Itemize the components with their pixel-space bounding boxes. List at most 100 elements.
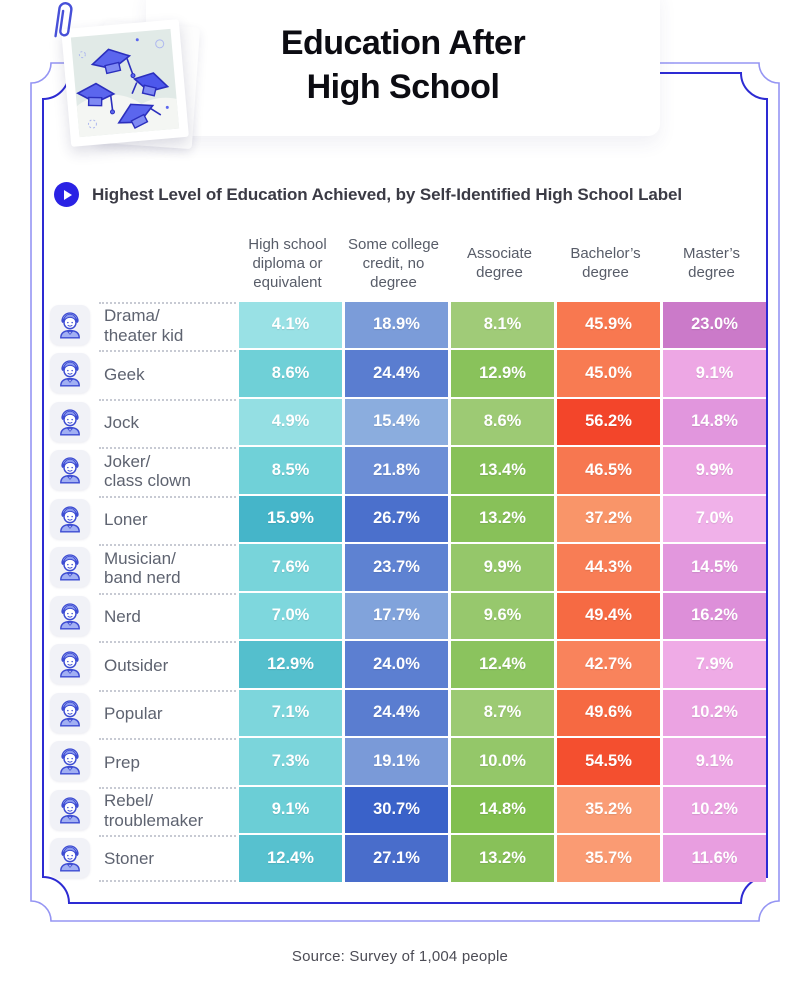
value-cell: 10.0% xyxy=(451,738,554,785)
value-cell: 37.2% xyxy=(557,495,660,543)
value-cell: 15.4% xyxy=(345,398,448,446)
value-cell: 7.3% xyxy=(239,738,342,785)
value-cell: 14.5% xyxy=(663,544,766,591)
table-row: Prep 7.3% 19.1% 10.0% 54.5% 9.1% xyxy=(50,738,766,785)
value-cell: 7.9% xyxy=(663,641,766,688)
table-row: Joker/ class clown 8.5% 21.8% 13.4% 46.5% 9.… xyxy=(50,447,766,494)
avatar-drama-icon xyxy=(50,304,90,345)
column-header-associate: Associate degree xyxy=(466,245,533,282)
value-cell: 49.6% xyxy=(557,689,660,737)
table-row: Rebel/ troublemaker 9.1% 30.7% 14.8% 35.2% 1… xyxy=(50,786,766,834)
value-cell: 14.8% xyxy=(451,786,554,834)
row-label: Stoner xyxy=(99,835,236,882)
avatar-jock-icon xyxy=(50,401,90,442)
value-cell: 10.2% xyxy=(663,689,766,737)
value-cell: 35.7% xyxy=(557,835,660,882)
value-cell: 13.4% xyxy=(451,447,554,494)
value-cell: 8.1% xyxy=(451,301,554,349)
value-cell: 21.8% xyxy=(345,447,448,494)
graduation-caps-illustration xyxy=(70,28,180,138)
value-cell: 9.6% xyxy=(451,592,554,640)
value-cell: 19.1% xyxy=(345,738,448,785)
avatar-loner-icon xyxy=(50,498,90,539)
value-cell: 15.9% xyxy=(239,495,342,543)
row-label: Popular xyxy=(99,689,236,737)
value-cell: 8.5% xyxy=(239,447,342,494)
value-cell: 24.4% xyxy=(345,350,448,397)
value-cell: 13.2% xyxy=(451,835,554,882)
value-cell: 49.4% xyxy=(557,592,660,640)
section-subtitle: Highest Level of Education Achieved, by … xyxy=(54,182,754,207)
value-cell: 23.7% xyxy=(345,544,448,591)
row-label: Outsider xyxy=(99,641,236,688)
value-cell: 24.0% xyxy=(345,641,448,688)
paperclip-icon xyxy=(54,2,73,38)
value-cell: 12.9% xyxy=(451,350,554,397)
row-label: Prep xyxy=(99,738,236,785)
value-cell: 7.0% xyxy=(239,592,342,640)
value-cell: 13.2% xyxy=(451,495,554,543)
value-cell: 18.9% xyxy=(345,301,448,349)
avatar-rebel-icon xyxy=(50,789,90,830)
avatar-joker-icon xyxy=(50,450,90,491)
value-cell: 9.9% xyxy=(663,447,766,494)
avatar-musician-icon xyxy=(50,547,90,588)
subtitle-text: Highest Level of Education Achieved, by … xyxy=(92,184,682,204)
value-cell: 46.5% xyxy=(557,447,660,494)
row-label: Loner xyxy=(99,495,236,543)
value-cell: 10.2% xyxy=(663,786,766,834)
value-cell: 9.1% xyxy=(663,350,766,397)
play-icon xyxy=(54,182,79,207)
avatar-nerd-icon xyxy=(50,595,90,636)
value-cell: 42.7% xyxy=(557,641,660,688)
table-row: Stoner 12.4% 27.1% 13.2% 35.7% 11.6% xyxy=(50,835,766,882)
value-cell: 44.3% xyxy=(557,544,660,591)
title-card: Education After High School xyxy=(146,0,660,136)
source-note: Source: Survey of 1,004 people xyxy=(291,948,509,965)
row-label: Nerd xyxy=(99,592,236,640)
row-label: Musician/ band nerd xyxy=(99,544,236,591)
avatar-outsider-icon xyxy=(50,644,90,685)
value-cell: 45.0% xyxy=(557,350,660,397)
value-cell: 12.9% xyxy=(239,641,342,688)
avatar-geek-icon xyxy=(50,353,90,394)
page-title: Education After High School xyxy=(280,24,526,106)
value-cell: 8.7% xyxy=(451,689,554,737)
value-cell: 16.2% xyxy=(663,592,766,640)
avatar-popular-icon xyxy=(50,692,90,733)
table-body: Drama/ theater kid 4.1% 18.9% 8.1% 45.9% 23.… xyxy=(50,301,766,882)
value-cell: 7.6% xyxy=(239,544,342,591)
table-row: Nerd 7.0% 17.7% 9.6% 49.4% 16.2% xyxy=(50,592,766,640)
avatar-stoner-icon xyxy=(50,838,90,879)
value-cell: 11.6% xyxy=(663,835,766,882)
value-cell: 9.9% xyxy=(451,544,554,591)
column-header-bachelors: Bachelor’s degree xyxy=(570,245,641,282)
table-row: Loner 15.9% 26.7% 13.2% 37.2% 7.0% xyxy=(50,495,766,543)
value-cell: 56.2% xyxy=(557,398,660,446)
value-cell: 12.4% xyxy=(451,641,554,688)
value-cell: 30.7% xyxy=(345,786,448,834)
table-row: Jock 4.9% 15.4% 8.6% 56.2% 14.8% xyxy=(50,398,766,446)
table-row: Musician/ band nerd 7.6% 23.7% 9.9% 44.3% 14… xyxy=(50,544,766,591)
value-cell: 45.9% xyxy=(557,301,660,349)
education-heatmap-table: High school diploma or equivalent Some c… xyxy=(50,236,766,884)
value-cell: 23.0% xyxy=(663,301,766,349)
value-cell: 9.1% xyxy=(239,786,342,834)
value-cell: 8.6% xyxy=(239,350,342,397)
column-header-some-college: Some college credit, no degree xyxy=(348,236,439,291)
row-label: Rebel/ troublemaker xyxy=(99,786,236,834)
row-label: Joker/ class clown xyxy=(99,447,236,494)
value-cell: 7.0% xyxy=(663,495,766,543)
value-cell: 4.1% xyxy=(239,301,342,349)
table-row: Outsider 12.9% 24.0% 12.4% 42.7% 7.9% xyxy=(50,641,766,688)
value-cell: 35.2% xyxy=(557,786,660,834)
value-cell: 27.1% xyxy=(345,835,448,882)
value-cell: 14.8% xyxy=(663,398,766,446)
table-row: Popular 7.1% 24.4% 8.7% 49.6% 10.2% xyxy=(50,689,766,737)
value-cell: 9.1% xyxy=(663,738,766,785)
row-label: Drama/ theater kid xyxy=(99,301,236,349)
value-cell: 24.4% xyxy=(345,689,448,737)
graduation-photo xyxy=(52,2,212,160)
